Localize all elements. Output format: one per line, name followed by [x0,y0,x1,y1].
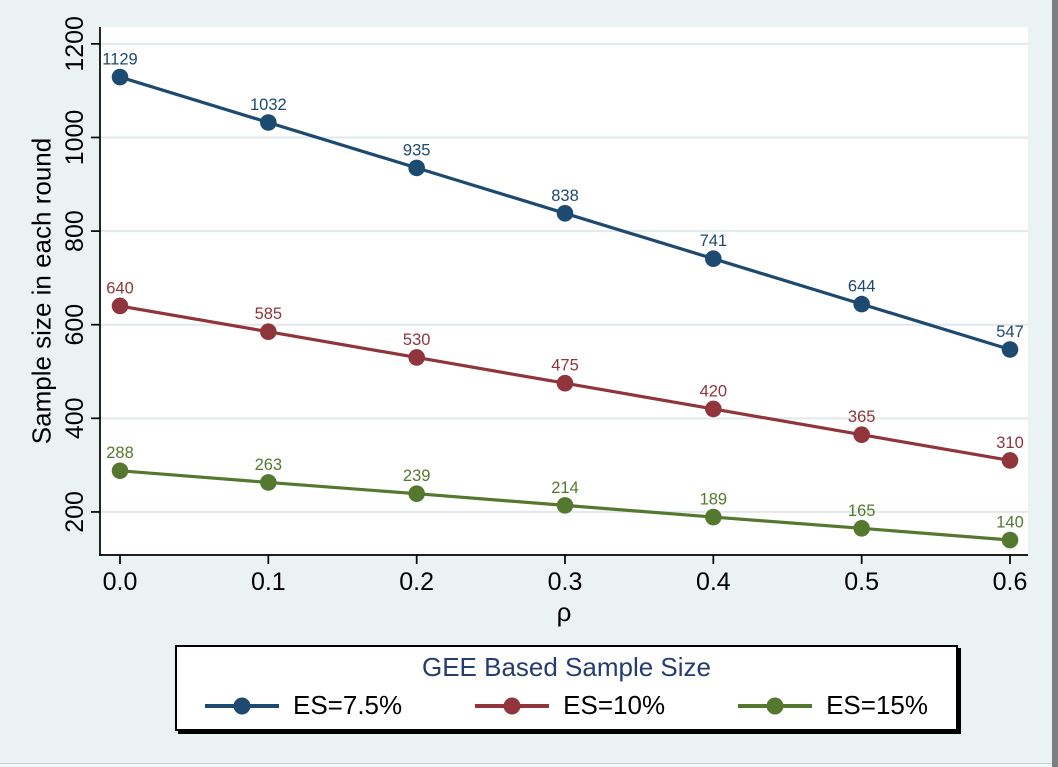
plot-area [100,27,1028,555]
legend-line-sample-icon [205,697,279,714]
data-point-label: 475 [551,357,579,375]
y-tick-label: 1000 [61,110,89,166]
data-point-marker[interactable] [408,349,425,366]
x-tick-label: 0.5 [844,568,879,596]
data-point-label: 420 [700,382,728,400]
data-point-label: 165 [848,502,876,520]
data-point-marker[interactable] [556,204,574,222]
x-tick-label: 0.2 [399,568,434,596]
data-point-label: 189 [700,491,728,509]
data-point-label: 644 [848,278,876,296]
data-point-label: 310 [996,434,1024,452]
legend-label: ES=15% [826,690,928,720]
y-tick-label: 600 [61,304,89,346]
x-tick-label: 0.4 [696,568,731,596]
data-point-label: 288 [106,444,134,462]
legend-marker-icon [503,697,521,714]
data-point-label: 140 [996,514,1024,532]
data-point-marker[interactable] [556,497,574,514]
window-bottom-edge [0,763,1052,767]
legend-row: ES=7.5% ES=10% ES=15% [177,690,956,721]
data-point-marker[interactable] [853,520,870,537]
data-point-label: 741 [700,232,728,250]
data-point-label: 365 [848,408,876,426]
x-tick-label: 0.0 [103,568,138,596]
y-tick-label: 800 [61,210,89,252]
x-tick-label: 0.1 [251,568,286,596]
y-tick-label: 400 [61,397,89,439]
data-point-marker[interactable] [111,462,129,480]
legend-entry-es-10: ES=10% [475,690,665,721]
window-right-edge [1052,0,1058,767]
data-point-marker[interactable] [705,400,722,418]
series-ES=15%: 288 263 239 214 189 165 140 [106,444,1024,549]
data-point-marker[interactable] [408,485,425,502]
data-point-marker[interactable] [1001,531,1019,549]
legend-entry-es-15: ES=15% [738,690,928,721]
data-point-marker[interactable] [705,508,722,526]
legend-entry-es-7-5: ES=7.5% [205,690,402,721]
legend-label: ES=7.5% [293,690,403,720]
data-point-marker[interactable] [408,159,425,177]
data-point-label: 547 [996,323,1024,341]
data-point-label: 585 [255,305,283,323]
data-point-marker[interactable] [111,68,129,86]
y-tick-label: 200 [61,491,89,533]
y-tick-label: 1200 [61,16,89,72]
legend-line-sample-icon [475,697,550,714]
x-axis-title: ρ [556,597,572,627]
legend: GEE Based Sample Size ES=7.5% ES=10% ES=… [175,645,958,731]
legend-marker-icon [233,697,251,714]
data-point-marker[interactable] [111,297,129,315]
data-point-label: 263 [255,456,283,474]
data-point-label: 530 [403,331,431,349]
data-point-label: 214 [551,479,579,497]
data-point-label: 640 [106,279,134,297]
data-point-marker[interactable] [1001,452,1019,469]
data-point-marker[interactable] [705,250,722,268]
legend-line-sample-icon [738,697,813,714]
data-point-label: 935 [403,141,431,159]
x-tick-label: 0.6 [993,568,1028,596]
data-point-marker[interactable] [260,323,277,341]
legend-title: GEE Based Sample Size [421,652,712,682]
data-point-marker[interactable] [260,114,277,131]
series-ES=10%: 640 585 530 475 420 365 310 [106,279,1024,469]
data-point-marker[interactable] [853,295,870,313]
series-ES=7.5%: 1129 1032 935 838 741 644 547 [102,51,1024,358]
x-tick-label: 0.3 [548,568,583,596]
y-axis-title: Sample size in each round [26,137,57,445]
data-point-label: 1032 [250,96,287,114]
legend-marker-icon [766,697,784,714]
data-point-label: 239 [403,467,431,485]
data-point-label: 838 [551,187,579,205]
legend-label: ES=10% [563,690,666,720]
data-point-marker[interactable] [260,474,277,491]
data-point-marker[interactable] [1001,341,1019,358]
data-point-label: 1129 [102,51,137,69]
data-point-marker[interactable] [556,374,574,392]
data-point-marker[interactable] [853,426,870,444]
